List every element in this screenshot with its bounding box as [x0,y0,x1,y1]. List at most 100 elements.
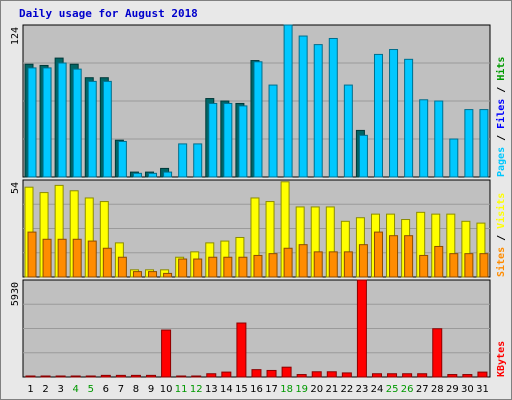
panel-series-legend: Pages / Files / Hits [495,57,507,177]
bar-sites-day-10 [163,272,173,278]
bar-sites-day-28 [434,245,444,278]
x-tick-label: 18 [280,384,293,395]
x-tick-label: 12 [190,384,203,395]
bar-kbytes-day-9 [146,374,157,378]
bar-files-day-6 [102,80,112,178]
bar-files-day-31 [479,109,489,178]
legend-visits: Visits [495,193,507,229]
bar-sites-day-13 [208,256,218,278]
bar-files-day-9 [148,172,158,178]
bar-kbytes-day-28 [432,328,443,378]
legend-hits: Hits [495,57,507,81]
panel-max-label: 124 [10,27,21,45]
bar-sites-day-11 [178,258,188,278]
bar-sites-day-27 [419,254,429,278]
panel-series-legend: Sites / Visits [495,193,507,277]
x-tick-label: 5 [88,384,94,395]
bar-kbytes-day-12 [191,375,202,378]
bar-kbytes-day-2 [40,375,51,378]
bar-files-day-23 [358,134,368,178]
bar-kbytes-day-25 [387,373,398,378]
x-tick-label: 26 [401,384,414,395]
bar-kbytes-day-29 [447,374,458,378]
bar-files-day-13 [208,102,218,178]
x-tick-label: 15 [235,384,248,395]
x-tick-label: 13 [205,384,218,395]
bar-kbytes-day-24 [371,373,382,378]
bar-files-day-10 [163,171,173,178]
bar-sites-day-30 [464,253,474,278]
bar-sites-day-23 [358,244,368,278]
bar-sites-day-8 [132,271,142,278]
bar-sites-day-15 [238,256,248,278]
bar-kbytes-day-23 [356,279,367,378]
bar-sites-day-16 [253,254,263,278]
x-tick-label: 30 [461,384,474,395]
bar-files-day-5 [87,80,97,178]
bar-sites-day-4 [72,238,82,278]
bar-sites-day-26 [404,235,414,278]
bar-kbytes-day-26 [402,373,413,378]
bar-files-day-15 [238,105,248,178]
x-tick-label: 22 [341,384,354,395]
legend-separator: / [496,129,507,147]
bar-sites-day-7 [117,256,127,278]
chart-title: Daily usage for August 2018 [19,7,198,20]
x-tick-label: 23 [356,384,369,395]
bar-kbytes-day-27 [417,373,428,378]
bar-files-day-12 [193,143,203,178]
bar-kbytes-day-16 [251,369,262,378]
bar-sites-day-29 [449,253,459,278]
bar-kbytes-day-15 [236,322,247,378]
bar-files-day-19 [298,35,308,178]
bar-kbytes-day-21 [326,371,337,378]
bar-files-day-22 [343,84,353,178]
x-tick-label: 31 [476,384,489,395]
bar-sites-day-25 [389,235,399,278]
bar-sites-day-31 [479,253,489,278]
legend-kbytes: KBytes [496,341,507,377]
bar-sites-day-17 [268,253,278,278]
x-tick-label: 14 [220,384,233,395]
bar-kbytes-day-1 [25,375,36,378]
legend-pages: Pages [496,147,507,177]
bar-sites-day-19 [298,244,308,278]
panel-kbytes: 5930 KBytes [10,279,507,378]
bar-kbytes-day-7 [115,374,126,378]
bar-files-day-14 [223,102,233,178]
bar-kbytes-day-8 [130,374,141,378]
x-tick-label: 6 [103,384,109,395]
bar-kbytes-day-19 [296,374,307,378]
x-tick-label: 27 [416,384,429,395]
x-tick-label: 19 [295,384,308,395]
bar-kbytes-day-4 [70,375,81,378]
x-tick-label: 1 [27,384,33,395]
bar-files-day-18 [283,24,293,178]
bar-files-day-17 [268,84,278,178]
legend-files: Files [495,99,507,129]
bar-files-day-2 [42,67,52,178]
bar-kbytes-day-6 [100,374,111,378]
x-tick-label: 9 [148,384,154,395]
x-tick-label: 29 [446,384,459,395]
bar-sites-day-24 [373,231,383,278]
bar-sites-day-12 [193,258,203,278]
bar-kbytes-day-3 [55,375,66,378]
panel-visits-sites: 54 Sites / Visits [10,179,507,278]
panel-series-legend: KBytes [496,341,507,377]
bar-kbytes-day-30 [462,374,473,378]
bar-kbytes-day-10 [161,329,172,378]
panel-hits-files-pages: 124 Pages / Files / Hits [10,24,507,178]
bar-sites-day-5 [87,240,97,278]
x-tick-label: 24 [371,384,384,395]
bar-files-day-24 [373,53,383,178]
x-tick-label: 10 [160,384,173,395]
bar-files-day-8 [132,172,142,178]
bar-files-day-7 [117,140,127,178]
x-tick-label: 11 [175,384,188,395]
x-tick-label: 21 [325,384,338,395]
bar-files-day-16 [253,61,263,178]
bar-files-day-25 [389,49,399,178]
bar-sites-day-18 [283,247,293,278]
x-tick-label: 17 [265,384,278,395]
